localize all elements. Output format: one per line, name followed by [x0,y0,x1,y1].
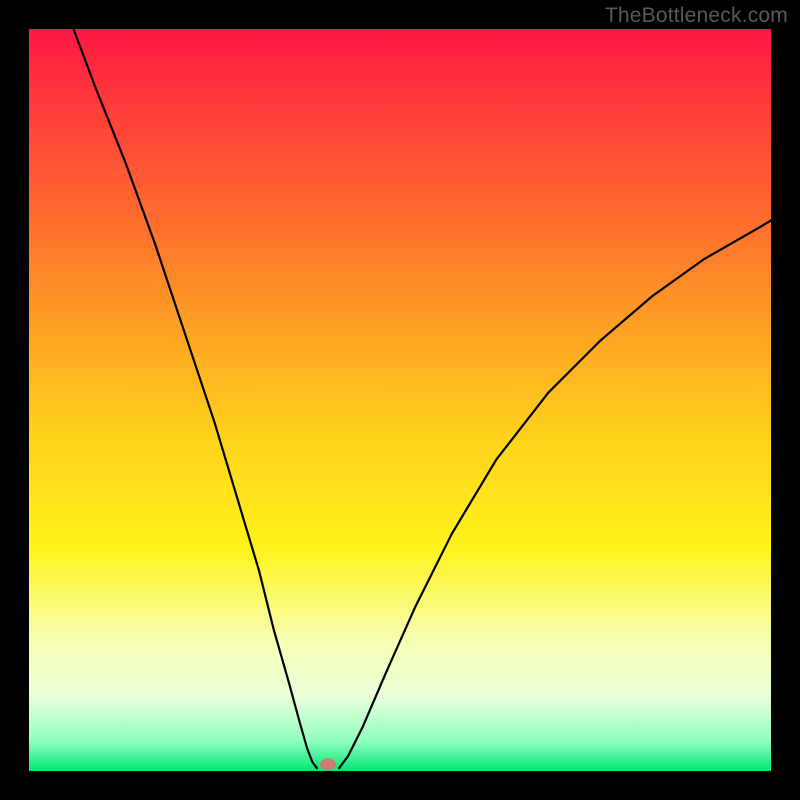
minimum-marker [320,758,336,770]
plot-area [29,29,771,771]
curve-right-branch [339,220,771,768]
watermark-text: TheBottleneck.com [605,4,788,28]
curve-layer [29,29,771,771]
chart-frame: TheBottleneck.com [0,0,800,800]
curve-left-branch [74,29,317,768]
